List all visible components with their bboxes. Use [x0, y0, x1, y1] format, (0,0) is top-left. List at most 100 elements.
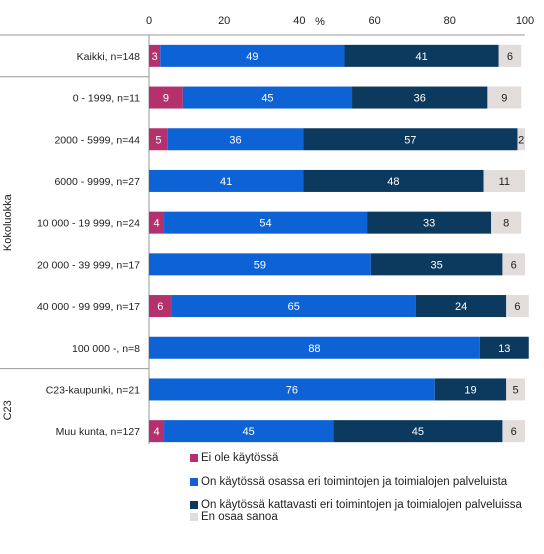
bar-segment: [367, 211, 492, 234]
data-label: 88: [308, 343, 320, 355]
group-label: C23: [2, 400, 14, 420]
x-axis-unit: %: [315, 16, 325, 28]
data-label: 13: [498, 343, 510, 355]
data-label: 76: [286, 384, 298, 396]
data-label: 54: [259, 218, 271, 230]
legend-swatch: [190, 501, 198, 509]
category-label: Kaikki, n=148: [77, 51, 140, 63]
data-label: 4: [153, 426, 159, 438]
legend-item: Ei ole käytössä: [190, 452, 530, 464]
data-label: 45: [412, 426, 424, 438]
bar-segment: [434, 378, 507, 401]
legend-swatch: [190, 478, 198, 486]
data-label: 9: [163, 93, 169, 105]
bar-segment: [149, 378, 435, 401]
bar-segment: [160, 44, 345, 67]
x-tick-label: 80: [444, 15, 456, 27]
bar-segment: [149, 128, 168, 151]
data-label: 24: [455, 301, 467, 313]
data-label: 49: [246, 51, 258, 63]
data-label: 48: [387, 176, 399, 188]
bar-segment: [303, 169, 484, 192]
bar-segment: [149, 211, 165, 234]
data-label: 6: [514, 301, 520, 313]
bar-segment: [506, 378, 525, 401]
data-label: 36: [414, 93, 426, 105]
bar-segment: [167, 128, 304, 151]
bar-segment: [171, 295, 416, 318]
legend-label: Ei ole käytössä: [201, 452, 279, 464]
bar-segment: [149, 420, 165, 443]
category-label: 2000 - 5999, n=44: [54, 134, 140, 146]
bar-segment: [149, 336, 480, 359]
legend-item: On käytössä kattavasti eri toimintojen j…: [190, 499, 530, 511]
bar-segment: [498, 44, 522, 67]
bar-segment: [491, 211, 522, 234]
bar-segment: [479, 336, 529, 359]
data-label: 36: [229, 134, 241, 146]
bar-segment: [149, 86, 183, 109]
data-label: 9: [501, 93, 507, 105]
bar-segment: [487, 86, 522, 109]
chart-legend: Ei ole käytössä On käytössä osassa eri to…: [190, 452, 530, 523]
bar-segment: [352, 86, 488, 109]
bar-segment: [149, 295, 172, 318]
bar-segment: [149, 253, 371, 276]
x-tick-label: 40: [293, 15, 305, 27]
bar-segment: [344, 44, 499, 67]
x-tick-label: 0: [146, 15, 152, 27]
bar-segment: [506, 295, 529, 318]
data-label: 6: [157, 301, 163, 313]
data-label: 6: [511, 426, 517, 438]
legend-label: On käytössä osassa eri toimintojen ja to…: [201, 476, 508, 488]
data-label: 45: [243, 426, 255, 438]
category-label: 0 - 1999, n=11: [73, 93, 140, 105]
bar-segment: [370, 253, 503, 276]
data-label: 57: [404, 134, 416, 146]
legend-item: En osaa sanoa: [190, 511, 530, 523]
x-tick-label: 20: [218, 15, 230, 27]
bar-segment: [483, 169, 525, 192]
bar-segment: [502, 420, 525, 443]
stacked-bar-chart: 0 20 40 60 80 100% Kokoluokka C23 Kaikki, n=148 3…: [0, 15, 534, 444]
data-label: 3: [152, 51, 158, 63]
bar-segment: [149, 169, 304, 192]
data-label: 19: [464, 384, 476, 396]
legend-item: On käytössä osassa eri toimintojen ja to…: [190, 476, 530, 488]
category-label: 40 000 - 99 999, n=17: [37, 301, 140, 313]
bar-segment: [149, 44, 161, 67]
category-label: Muu kunta, n=127: [56, 426, 141, 438]
data-label: 6: [507, 51, 513, 63]
legend-swatch: [190, 513, 198, 521]
category-label: C23-kaupunki, n=21: [46, 384, 140, 396]
data-label: 41: [220, 176, 232, 188]
data-label: 45: [261, 93, 273, 105]
legend-label: On käytössä kattavasti eri toimintojen j…: [201, 499, 522, 511]
data-label: 33: [423, 218, 435, 230]
category-label: 6000 - 9999, n=27: [54, 176, 140, 188]
data-label: 4: [153, 218, 159, 230]
category-label: 10 000 - 19 999, n=24: [37, 218, 140, 230]
data-label: 5: [155, 134, 161, 146]
data-label: 35: [431, 259, 443, 271]
bar-segment: [333, 420, 503, 443]
legend-label: En osaa sanoa: [201, 511, 278, 523]
category-label: 100 000 -, n=8: [72, 343, 140, 355]
bar-segment: [164, 420, 334, 443]
data-label: 2: [518, 134, 524, 146]
bar-segment: [303, 128, 518, 151]
group-label: Kokoluokka: [2, 193, 14, 251]
data-label: 8: [503, 218, 509, 230]
bar-segment: [517, 128, 525, 151]
bar-segment: [182, 86, 353, 109]
data-label: 41: [415, 51, 427, 63]
data-label: 5: [513, 384, 519, 396]
bar-segment: [415, 295, 507, 318]
bar-segment: [164, 211, 368, 234]
data-label: 65: [288, 301, 300, 313]
x-tick-label: 100: [516, 15, 534, 27]
category-label: 20 000 - 39 999, n=17: [37, 259, 140, 271]
x-tick-label: 60: [368, 15, 380, 27]
legend-swatch: [190, 454, 198, 462]
data-label: 59: [254, 259, 266, 271]
